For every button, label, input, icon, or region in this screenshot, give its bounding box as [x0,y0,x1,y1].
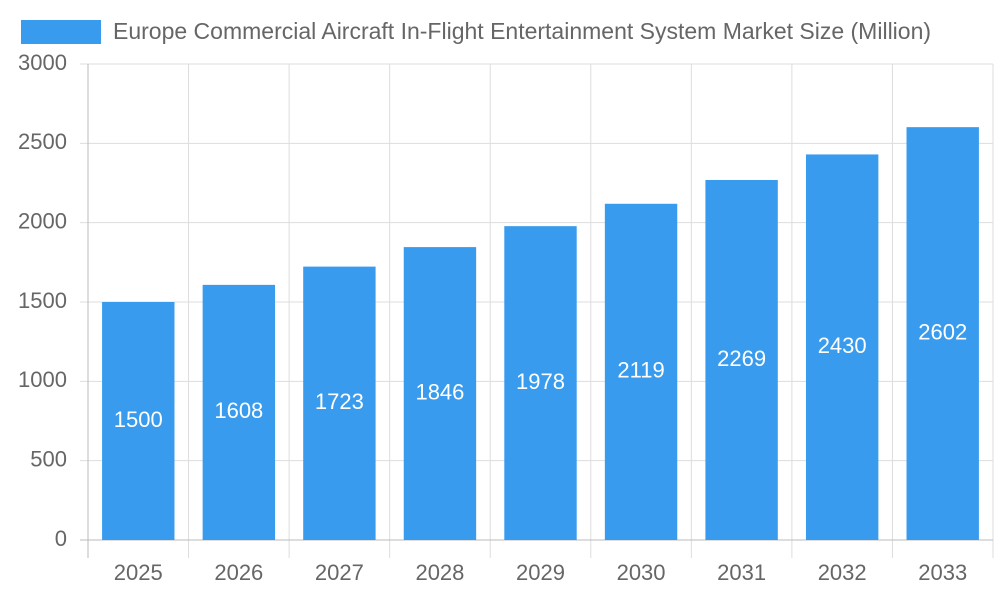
y-tick-label: 2500 [18,129,67,154]
bar [805,154,879,540]
data-label: 2430 [818,333,867,358]
bar [403,247,477,541]
data-label: 2119 [617,358,664,383]
x-tick-label: 2026 [214,560,263,585]
y-tick-label: 0 [55,526,67,551]
x-tick-label: 2031 [717,560,766,585]
bar [604,203,678,540]
data-label: 2602 [918,319,967,344]
x-tick-label: 2032 [818,560,867,585]
x-tick-label: 2028 [415,560,464,585]
y-tick-label: 3000 [18,50,67,75]
data-label: 2269 [717,346,766,371]
legend-label: Europe Commercial Aircraft In-Flight Ent… [113,18,931,44]
x-tick-label: 2030 [617,560,666,585]
y-tick-label: 500 [30,446,67,471]
bar [906,127,979,541]
data-label: 1500 [114,407,163,432]
y-tick-label: 1000 [18,367,67,392]
data-label: 1723 [315,389,364,414]
bar [303,266,376,540]
legend-swatch [21,20,101,44]
data-label: 1846 [415,379,464,404]
data-label: 1978 [516,369,565,394]
x-tick-label: 2029 [516,560,565,585]
bar [504,226,577,540]
bar [705,179,778,540]
data-label: 1608 [214,398,263,423]
x-tick-label: 2025 [114,560,163,585]
bar [102,302,175,540]
y-tick-label: 2000 [18,208,67,233]
y-tick-label: 1500 [18,288,67,313]
x-tick-label: 2027 [315,560,364,585]
bar [202,284,276,540]
x-tick-label: 2033 [918,560,967,585]
